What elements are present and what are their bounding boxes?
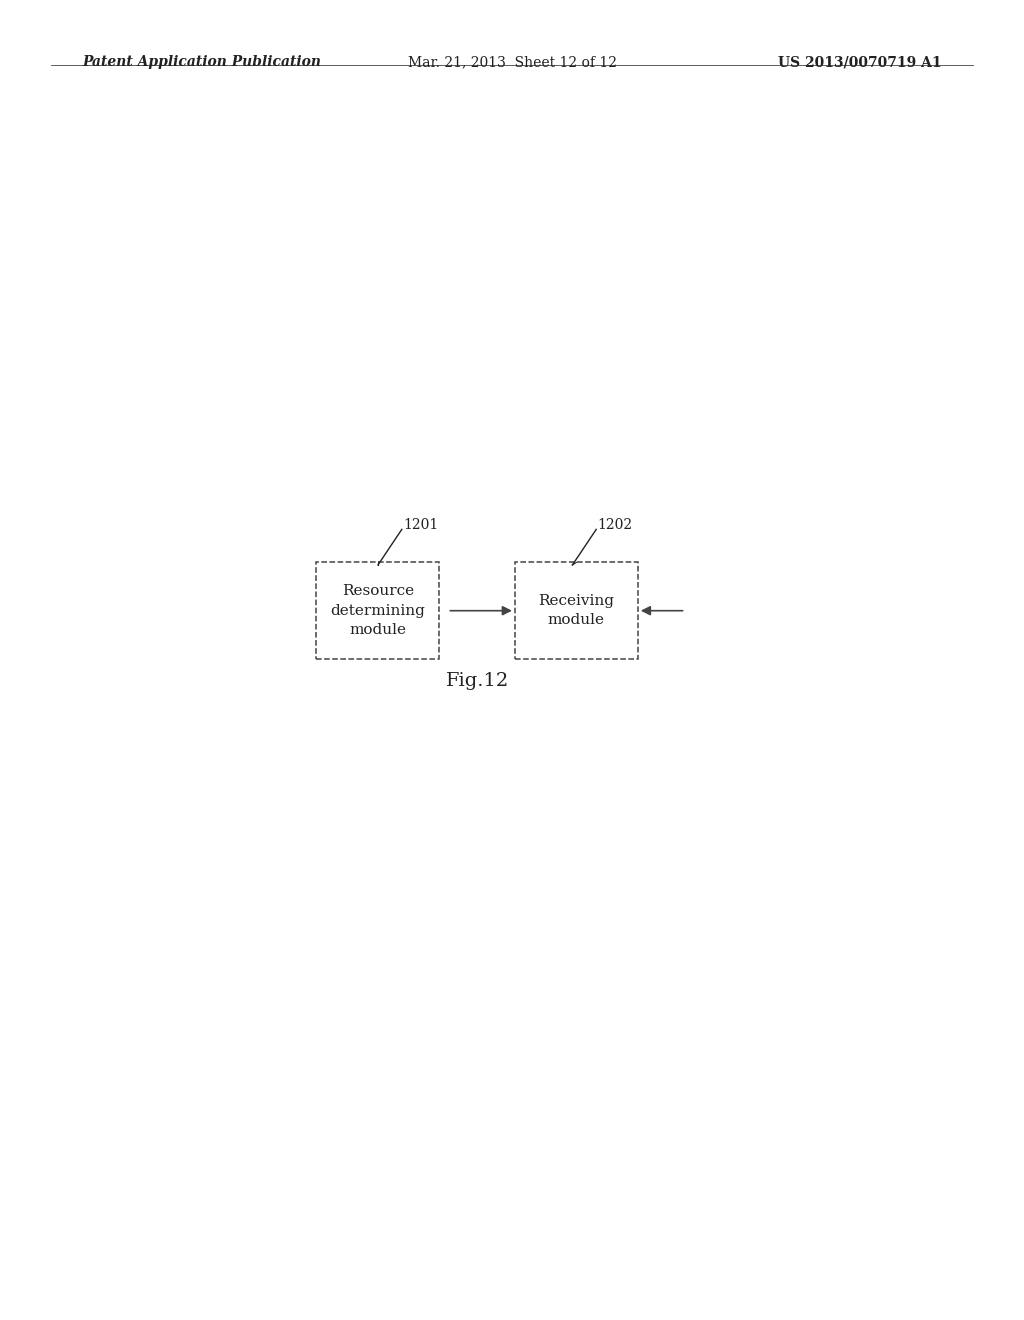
Text: Fig.12: Fig.12	[445, 672, 509, 689]
Text: 1202: 1202	[598, 519, 633, 532]
Text: Resource
determining
module: Resource determining module	[331, 585, 425, 638]
Text: Patent Application Publication: Patent Application Publication	[82, 55, 321, 70]
Bar	[316, 562, 439, 659]
Text: US 2013/0070719 A1: US 2013/0070719 A1	[778, 55, 942, 70]
Bar	[515, 562, 638, 659]
Text: Receiving
module: Receiving module	[539, 594, 614, 627]
Text: 1201: 1201	[403, 519, 438, 532]
Text: Mar. 21, 2013  Sheet 12 of 12: Mar. 21, 2013 Sheet 12 of 12	[408, 55, 616, 70]
